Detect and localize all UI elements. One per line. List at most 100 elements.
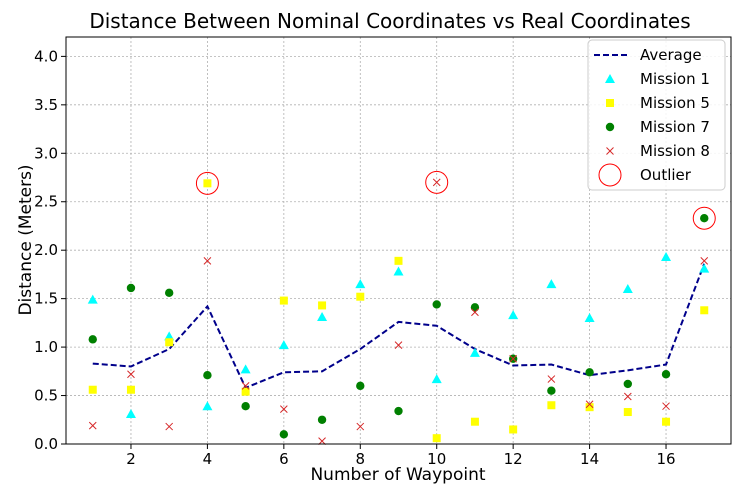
- outlier-circle: [692, 206, 716, 230]
- mission-7-point: [317, 415, 327, 424]
- mission-1-point: [431, 374, 442, 384]
- mission-8-point: [127, 370, 135, 379]
- x-stroke: [471, 308, 479, 317]
- mission-8-point: [509, 354, 518, 363]
- legend-outlier-label: Outlier: [640, 166, 692, 184]
- x-tick-label: 8: [356, 450, 366, 468]
- x-tick-label: 16: [656, 450, 675, 468]
- mission-1-point: [355, 279, 366, 289]
- x-stroke: [279, 405, 288, 413]
- mission-7-point: [623, 379, 633, 389]
- x-stroke: [432, 178, 441, 187]
- y-tick-label: 2.0: [34, 241, 58, 259]
- mission-5-point: [394, 256, 403, 265]
- mission-7-point: [547, 386, 556, 395]
- mission-1-point: [584, 313, 595, 323]
- legend-mission-1-label: Mission 1: [640, 70, 710, 88]
- mission-8-point: [471, 308, 479, 317]
- mission-8-point: [318, 437, 326, 445]
- x-tick-label: 2: [126, 450, 136, 468]
- x-stroke: [127, 370, 135, 379]
- mission-1-point: [699, 263, 710, 273]
- mission-8-point: [279, 405, 288, 413]
- mission-1-point: [125, 408, 136, 418]
- chart-title: Distance Between Nominal Coordinates vs …: [89, 9, 690, 33]
- mission-5-point: [470, 417, 479, 426]
- y-tick-label: 3.5: [34, 96, 58, 114]
- outlier-markers: [195, 170, 716, 230]
- y-tick-label: 4.0: [34, 47, 58, 65]
- legend-mission-7-label: Mission 7: [640, 118, 710, 136]
- mission-1-point: [240, 364, 251, 374]
- x-stroke: [203, 256, 212, 265]
- legend-average-label: Average: [640, 46, 702, 64]
- mission-7-point: [661, 370, 671, 379]
- mission-7-point: [356, 381, 365, 391]
- mission-1-point: [661, 251, 672, 261]
- y-tick-label: 0.5: [34, 387, 58, 405]
- outlier-circle: [195, 171, 219, 195]
- legend-mission-1-swatch: [605, 74, 615, 83]
- mission-1-point: [202, 401, 213, 411]
- mission-7-point: [203, 370, 212, 380]
- mission-7-point: [470, 303, 480, 312]
- legend-mission-8-swatch: [606, 147, 614, 155]
- mission-5-point: [126, 385, 135, 394]
- mission-5-point: [432, 434, 441, 443]
- legend-box: [587, 39, 726, 191]
- legend-mission-7-swatch: [605, 122, 615, 132]
- mission-1-point: [278, 340, 289, 350]
- mission-5-point: [88, 385, 97, 394]
- x-tick-label: 4: [203, 450, 213, 468]
- x-stroke: [241, 382, 250, 390]
- x-tick-label: 10: [427, 450, 446, 468]
- mission-5-point: [623, 408, 632, 417]
- mission-1-point: [622, 283, 633, 293]
- mission-8-point: [623, 392, 632, 401]
- mission-5-point: [356, 292, 365, 301]
- mission-5-point: [509, 425, 518, 434]
- mission-7-point: [394, 406, 403, 416]
- mission-1-point: [87, 294, 98, 304]
- legend-mission-5-swatch: [606, 99, 614, 107]
- x-stroke: [356, 422, 365, 431]
- mission-7-point: [700, 214, 709, 223]
- legend: Average Mission 1 Mission 5 Mission 7 Missio…: [587, 39, 726, 191]
- mission-8-point: [203, 256, 212, 265]
- mission-7-point: [88, 335, 97, 344]
- mission-7-point: [241, 402, 250, 411]
- x-stroke: [700, 256, 709, 265]
- x-tick-label: 14: [580, 450, 599, 468]
- mission-1-point: [393, 266, 404, 276]
- mission-5-point: [203, 179, 212, 188]
- mission-8-point: [165, 422, 174, 431]
- mission-5-point: [700, 306, 709, 315]
- mission-8-point: [356, 422, 365, 431]
- mission-7-point: [585, 368, 594, 377]
- mission-1-point: [508, 310, 519, 320]
- x-stroke: [88, 421, 97, 430]
- x-stroke: [165, 422, 174, 431]
- x-stroke: [606, 147, 614, 155]
- y-tick-label: 1.5: [34, 290, 58, 308]
- y-tick-label: 1.0: [34, 338, 58, 356]
- legend-mission-8-label: Mission 8: [640, 142, 710, 160]
- mission-8-point: [432, 178, 441, 187]
- x-axis-label: Number of Waypoint: [310, 465, 485, 485]
- mission-5-point: [547, 401, 556, 410]
- x-tick-label: 6: [279, 450, 289, 468]
- x-tick-label: 12: [504, 450, 523, 468]
- mission-7-point: [279, 430, 289, 439]
- axis-ticks: 2 4 6 8 10 12 14 16 0.0 0.5 1.0 1.5 2.0 2.5 3.0 3.5 4.0: [34, 47, 675, 468]
- x-stroke: [662, 402, 670, 411]
- mission-1-point: [164, 331, 175, 341]
- y-axis-label: Distance (Meters): [16, 164, 36, 315]
- x-stroke: [318, 437, 326, 445]
- legend-outlier-swatch: [598, 163, 622, 187]
- mission-5-point: [318, 301, 327, 310]
- mission-1-point: [546, 279, 557, 289]
- x-stroke: [394, 341, 403, 350]
- mission-8-point: [394, 341, 403, 350]
- mission-5-point: [585, 403, 594, 412]
